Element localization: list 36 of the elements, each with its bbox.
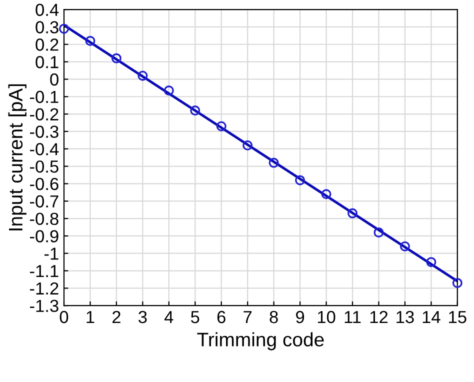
y-tick-label: 0 (50, 73, 58, 86)
y-tick-label: -0.8 (30, 212, 58, 225)
x-tick-label: 10 (318, 310, 336, 324)
x-tick-label: 8 (270, 310, 278, 324)
x-tick-label: 11 (344, 311, 361, 324)
y-axis-title: Input current [pA] (8, 84, 26, 230)
y-tick-label: -1 (44, 248, 58, 260)
x-tick-label: 6 (217, 310, 226, 324)
x-tick-label: 1 (86, 311, 94, 324)
y-tick-label: -1.3 (30, 300, 58, 312)
y-tick-label: -0.4 (30, 143, 59, 156)
y-tick-label: -1.1 (30, 265, 58, 278)
y-tick-label: -0.3 (30, 126, 58, 138)
x-tick-label: 2 (112, 310, 120, 324)
y-tick-label: -0.5 (30, 160, 58, 173)
x-axis-title: Trimming code (197, 332, 324, 350)
y-tick-label: 0.4 (36, 4, 59, 16)
y-tick-label: -1.2 (30, 282, 58, 294)
y-tick-label: -0.2 (30, 108, 58, 120)
y-tick-label: -0.6 (30, 178, 58, 190)
x-tick-label: 5 (190, 311, 200, 324)
x-tick-label: 14 (422, 311, 440, 324)
y-tick-label: 0.2 (36, 38, 58, 51)
x-tick-label: 9 (296, 310, 304, 324)
y-tick-label: 0.3 (36, 21, 58, 34)
x-tick-label: 4 (164, 311, 174, 324)
x-tick-label: 15 (449, 311, 466, 324)
x-tick-label: 13 (396, 310, 414, 324)
x-tick-label: 3 (138, 310, 147, 324)
y-tick-label: -0.1 (30, 90, 58, 104)
y-tick-label: -0.7 (30, 195, 58, 208)
x-tick-label: 0 (60, 310, 68, 324)
y-tick-label: 0.1 (36, 56, 58, 68)
y-tick-label: -0.9 (30, 230, 58, 242)
x-tick-label: 7 (244, 311, 252, 324)
x-tick-label: 12 (370, 310, 388, 324)
